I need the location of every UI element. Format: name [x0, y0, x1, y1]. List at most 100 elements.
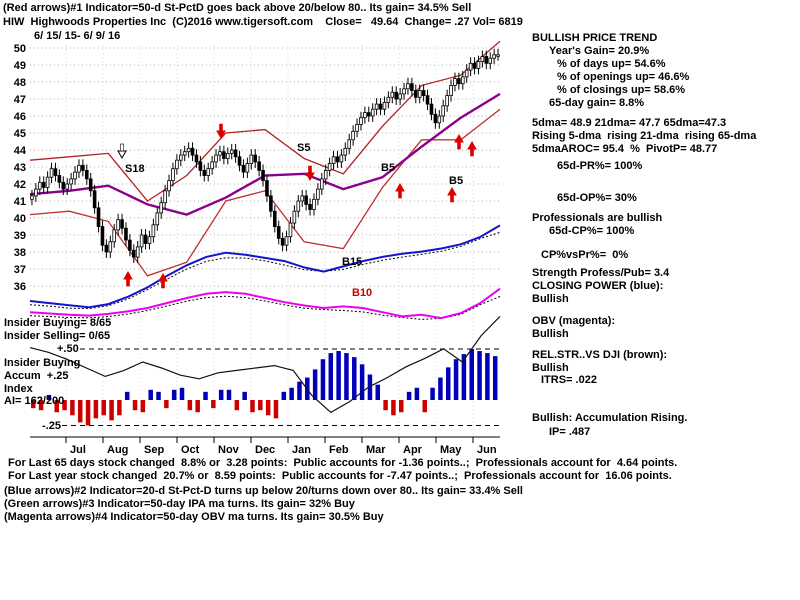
- y-tick-44: 44: [14, 145, 27, 157]
- accum-bar: [70, 400, 75, 416]
- stat-line-8: 5dmaAROC= 95.4 % PivotP= 48.77: [532, 143, 718, 155]
- stat-line-18: Bullish: [532, 328, 569, 340]
- x-axis-label-Nov: Nov: [218, 444, 240, 456]
- stat-line-13: CP%vsPr%= 0%: [541, 249, 629, 261]
- footer-line-2: (Blue arrows)#2 Indicator=20-d St-Pct-D …: [4, 485, 523, 497]
- accum-bar: [62, 400, 67, 411]
- stat-line-4: % of closings up= 58.6%: [557, 84, 686, 96]
- stat-line-1: Year's Gain= 20.9%: [549, 45, 650, 57]
- insider-line-6: AI= 162/200: [4, 395, 65, 407]
- accum-bar: [312, 369, 318, 400]
- accum-bar: [148, 389, 153, 400]
- accum-bar: [242, 391, 247, 400]
- accum-bar: [461, 354, 467, 400]
- y-tick-46: 46: [14, 111, 26, 123]
- y-tick-36: 36: [14, 281, 26, 293]
- accum-bar: [211, 400, 216, 409]
- stat-line-2: % of days up= 54.6%: [557, 58, 666, 70]
- stat-line-23: IP= .487: [549, 426, 591, 438]
- insider-line-7: -.25: [42, 420, 61, 432]
- x-axis: Jul Aug Sep Oct Nov Dec Jan Feb Mar Apr May Jun: [30, 436, 500, 456]
- stat-line-10: 65d-OP%= 30%: [557, 192, 637, 204]
- y-tick-47: 47: [14, 94, 26, 106]
- accum-bar: [258, 400, 263, 411]
- accum-bar: [31, 400, 36, 409]
- accum-bar: [430, 387, 435, 400]
- insider-line-3: Insider Buying: [4, 357, 81, 369]
- accum-bar: [359, 364, 365, 400]
- x-axis-label-Jun: Jun: [477, 444, 497, 456]
- obv-line: [29, 287, 501, 320]
- accum-bar: [77, 400, 83, 423]
- buy-arrow-up-icon: [447, 186, 457, 196]
- accum-bar: [117, 400, 122, 416]
- accum-bar: [344, 353, 349, 400]
- stat-line-7: Rising 5-dma rising 21-dma rising 65-dma: [532, 130, 757, 142]
- y-tick-37: 37: [14, 264, 26, 276]
- rel-strength-line: [29, 315, 501, 414]
- accum-bar: [265, 400, 271, 416]
- accum-bar: [289, 387, 294, 400]
- buy-arrow-up-icon: [395, 182, 405, 192]
- stat-line-6: 5dma= 48.9 21dma= 47.7 65dma=47.3: [532, 117, 727, 129]
- accum-bar: [164, 400, 169, 409]
- footer-line-3: (Green arrows)#3 Indicator=50-day IPA ma…: [4, 498, 355, 510]
- stat-line-16: Bullish: [532, 293, 569, 305]
- accum-bar: [485, 353, 490, 400]
- footer-line-1: For Last year stock changed 20.7% or 8.5…: [8, 470, 672, 482]
- stat-line-21: ITRS= .022: [541, 374, 597, 386]
- buy-arrow-up-icon: [467, 140, 477, 150]
- accum-bar: [297, 381, 302, 400]
- accum-bar: [234, 400, 240, 411]
- insider-line-4: Accum +.25: [4, 370, 69, 382]
- y-tick-38: 38: [14, 247, 26, 259]
- stat-line-22: Bullish: Accumulation Rising.: [532, 412, 688, 424]
- x-axis-label-Sep: Sep: [144, 444, 164, 456]
- x-axis-label-May: May: [440, 444, 462, 456]
- accum-bar: [375, 384, 381, 400]
- y-tick-41: 41: [14, 196, 26, 208]
- upper-band-line: [29, 40, 501, 202]
- accum-bar: [156, 391, 161, 400]
- buy-arrow-up-icon: [123, 270, 133, 280]
- accum-bar: [352, 357, 357, 400]
- accum-bar: [179, 387, 185, 400]
- accum-bar: [367, 374, 373, 400]
- price-bands: [29, 40, 501, 277]
- accum-reference-lines: [62, 348, 500, 426]
- insider-line-0: Insider Buying= 8/65: [4, 317, 112, 329]
- accum-bar: [320, 359, 326, 400]
- signal-label-S5: S5: [297, 142, 310, 154]
- accum-bar: [203, 391, 208, 400]
- y-tick-40: 40: [14, 213, 26, 225]
- accum-bar: [250, 400, 255, 413]
- chart-annotations: S18 S5 B5 B5 B15 B10: [125, 142, 463, 299]
- x-axis-label-Oct: Oct: [181, 444, 200, 456]
- accum-bar: [46, 394, 52, 400]
- accum-bar: [399, 400, 404, 413]
- x-axis-label-Feb: Feb: [329, 444, 349, 456]
- signal-label-B15: B15: [342, 256, 362, 268]
- accum-bar: [171, 389, 177, 400]
- accum-bar: [406, 391, 412, 400]
- y-tick-48: 48: [14, 77, 26, 89]
- y-tick-50: 50: [14, 43, 26, 55]
- accum-bar: [477, 351, 482, 400]
- accum-bar: [195, 400, 200, 413]
- stat-line-17: OBV (magenta):: [532, 315, 616, 327]
- x-axis-label-Dec: Dec: [255, 444, 275, 456]
- y-tick-42: 42: [14, 179, 26, 191]
- y-tick-49: 49: [14, 60, 26, 72]
- obv-ma-dotted: [29, 295, 501, 320]
- accum-bar: [445, 367, 451, 400]
- x-axis-label-Apr: Apr: [403, 444, 423, 456]
- accum-bar: [383, 400, 388, 411]
- accum-bar: [273, 400, 279, 419]
- signal-1-summary: (Red arrows)#1 Indicator=50-d St-PctD go…: [3, 2, 472, 14]
- signal-label-B5: B5: [449, 175, 463, 187]
- y-tick-43: 43: [14, 162, 26, 174]
- signal-label-S18: S18: [125, 163, 145, 175]
- x-axis-label-Mar: Mar: [366, 444, 386, 456]
- insider-line-5: Index: [4, 383, 33, 395]
